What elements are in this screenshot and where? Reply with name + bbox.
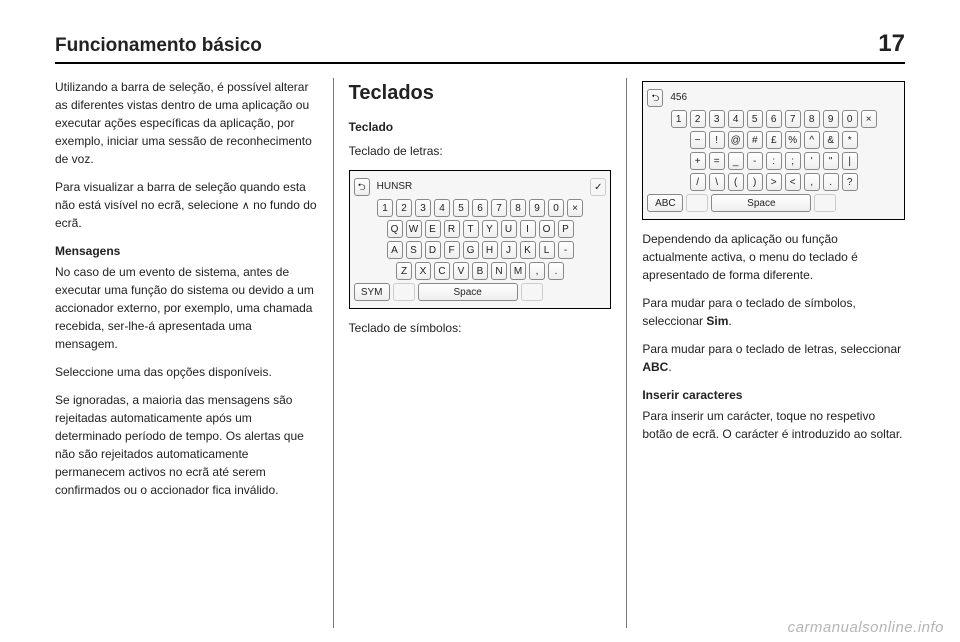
kb-sym-indicator: 456 (666, 89, 900, 107)
check-icon: ✓ (590, 178, 606, 196)
kb-sym-bottom: ABC Space (647, 194, 900, 212)
heading-insert-chars: Inserir caracteres (642, 386, 905, 404)
kb-sym-row4: / \ ( ) > < , . ? (647, 173, 900, 191)
keyboard-letters: ⮌ HUNSR ✓ 1 2 3 4 5 6 7 8 9 0 × (349, 170, 612, 309)
col1-paragraph-2: Para visualizar a barra de seleção quand… (55, 178, 318, 232)
column-divider-2 (626, 78, 627, 628)
column-3: ⮌ 456 1 2 3 4 5 6 7 8 9 0 × ~ (629, 78, 905, 628)
column-1: Utilizando a barra de seleção, é possíve… (55, 78, 331, 628)
header-title: Funcionamento básico (55, 35, 262, 57)
col1-paragraph-1: Utilizando a barra de seleção, é possíve… (55, 78, 318, 168)
backspace-icon: × (861, 110, 877, 128)
backspace-icon: × (567, 199, 583, 217)
kb-letters-bottom: SYM Space (354, 283, 607, 301)
page-header: Funcionamento básico 17 (55, 30, 905, 64)
label-symbols-keyboard: Teclado de símbolos: (349, 319, 612, 337)
column-2: Teclados Teclado Teclado de letras: ⮌ HU… (336, 78, 625, 628)
heading-messages: Mensagens (55, 242, 318, 260)
space-key: Space (418, 283, 518, 301)
kb-letters-row2: Q W E R T Y U I O P (354, 220, 607, 238)
back-icon: ⮌ (354, 178, 370, 196)
kb-sym-row1: 1 2 3 4 5 6 7 8 9 0 × (647, 110, 900, 128)
kb-letters-row4: Z X C V B N M , . (354, 262, 607, 280)
col3-paragraph-4: Para inserir um carácter, toque no respe… (642, 407, 905, 443)
kb-letters-topbar: ⮌ HUNSR ✓ (354, 178, 607, 196)
keyboard-symbols: ⮌ 456 1 2 3 4 5 6 7 8 9 0 × ~ (642, 81, 905, 220)
up-arrow-icon: ∧ (242, 198, 250, 215)
heading-teclados: Teclados (349, 78, 612, 108)
kb-letters-row1: 1 2 3 4 5 6 7 8 9 0 × (354, 199, 607, 217)
heading-teclado: Teclado (349, 118, 612, 136)
col1-paragraph-5: Se ignoradas, a maioria das mensagens sã… (55, 391, 318, 499)
col1-paragraph-4: Seleccione uma das opções disponíveis. (55, 363, 318, 381)
column-divider-1 (333, 78, 334, 628)
kb-sym-row2: ~ ! @ # £ % ^ & * (647, 131, 900, 149)
label-letters-keyboard: Teclado de letras: (349, 142, 612, 160)
col1-paragraph-3: No caso de um evento de sistema, antes d… (55, 263, 318, 353)
kb-letters-indicator: HUNSR (373, 178, 588, 196)
col3-paragraph-1: Dependendo da aplicação ou função actual… (642, 230, 905, 284)
page-number: 17 (878, 30, 905, 58)
manual-page: Funcionamento básico 17 Utilizando a bar… (0, 0, 960, 610)
col3-paragraph-3: Para mudar para o teclado de letras, sel… (642, 340, 905, 376)
space-key: Space (711, 194, 811, 212)
kb-sym-row3: + = _ - : ; ' " | (647, 152, 900, 170)
sym-key: SYM (354, 283, 390, 301)
columns: Utilizando a barra de seleção, é possíve… (55, 78, 905, 628)
kb-sym-topbar: ⮌ 456 (647, 89, 900, 107)
back-icon: ⮌ (647, 89, 663, 107)
abc-key: ABC (647, 194, 683, 212)
kb-letters-row3: A S D F G H J K L - (354, 241, 607, 259)
footer-watermark: carmanualsonline.info (788, 619, 944, 636)
col3-paragraph-2: Para mudar para o teclado de símbolos, s… (642, 294, 905, 330)
